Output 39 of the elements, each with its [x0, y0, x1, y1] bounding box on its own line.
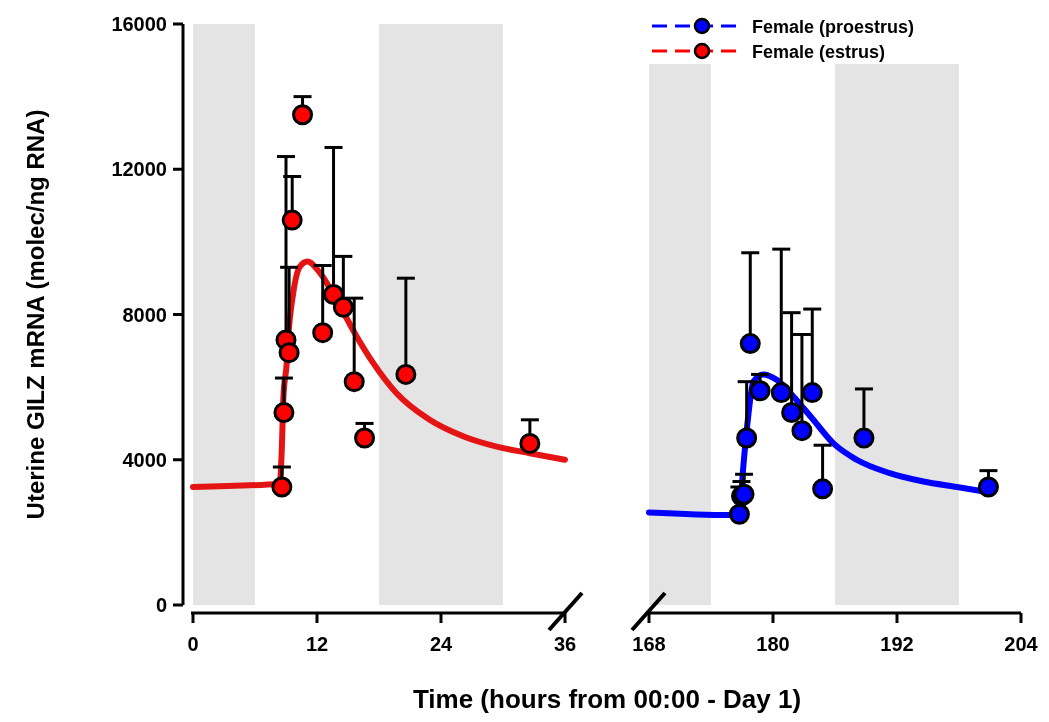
point: [278, 342, 300, 364]
x-tick-label: 192: [880, 633, 914, 655]
x-tick-label: 36: [553, 633, 577, 655]
point: [853, 427, 875, 449]
point: [354, 427, 376, 449]
point: [812, 478, 834, 500]
x-tick-label: 168: [632, 633, 666, 655]
x-tick-label: 180: [756, 633, 790, 655]
y-tick-label: 8000: [122, 303, 167, 326]
point: [281, 209, 303, 231]
point: [791, 420, 813, 442]
legend-label: Female (estrus): [752, 42, 886, 62]
y-tick-label: 12000: [111, 158, 167, 181]
point: [770, 382, 792, 404]
point: [977, 476, 999, 498]
point: [273, 402, 295, 424]
point: [801, 382, 823, 404]
x-tick-label: 0: [187, 633, 199, 655]
point: [271, 476, 293, 498]
point: [749, 380, 771, 402]
point: [519, 432, 541, 454]
x-tick-label: 12: [305, 633, 329, 655]
point: [736, 427, 758, 449]
point: [395, 363, 417, 385]
point: [292, 104, 314, 126]
point: [739, 333, 761, 355]
legend-label: Female (proestrus): [752, 17, 915, 37]
point: [728, 503, 750, 525]
y-tick-label: 4000: [122, 448, 167, 471]
y-axis-title: Uterine GILZ mRNA (molec/ng RNA): [22, 109, 49, 520]
point: [312, 322, 334, 344]
point: [332, 296, 354, 318]
x-tick-label: 204: [1004, 633, 1039, 655]
point: [343, 371, 365, 393]
y-tick-label: 0: [155, 594, 167, 616]
point: [781, 402, 803, 424]
x-axis-title: Time (hours from 00:00 - Day 1): [412, 684, 802, 714]
x-tick-label: 24: [429, 633, 453, 655]
y-tick-label: 16000: [111, 13, 167, 35]
